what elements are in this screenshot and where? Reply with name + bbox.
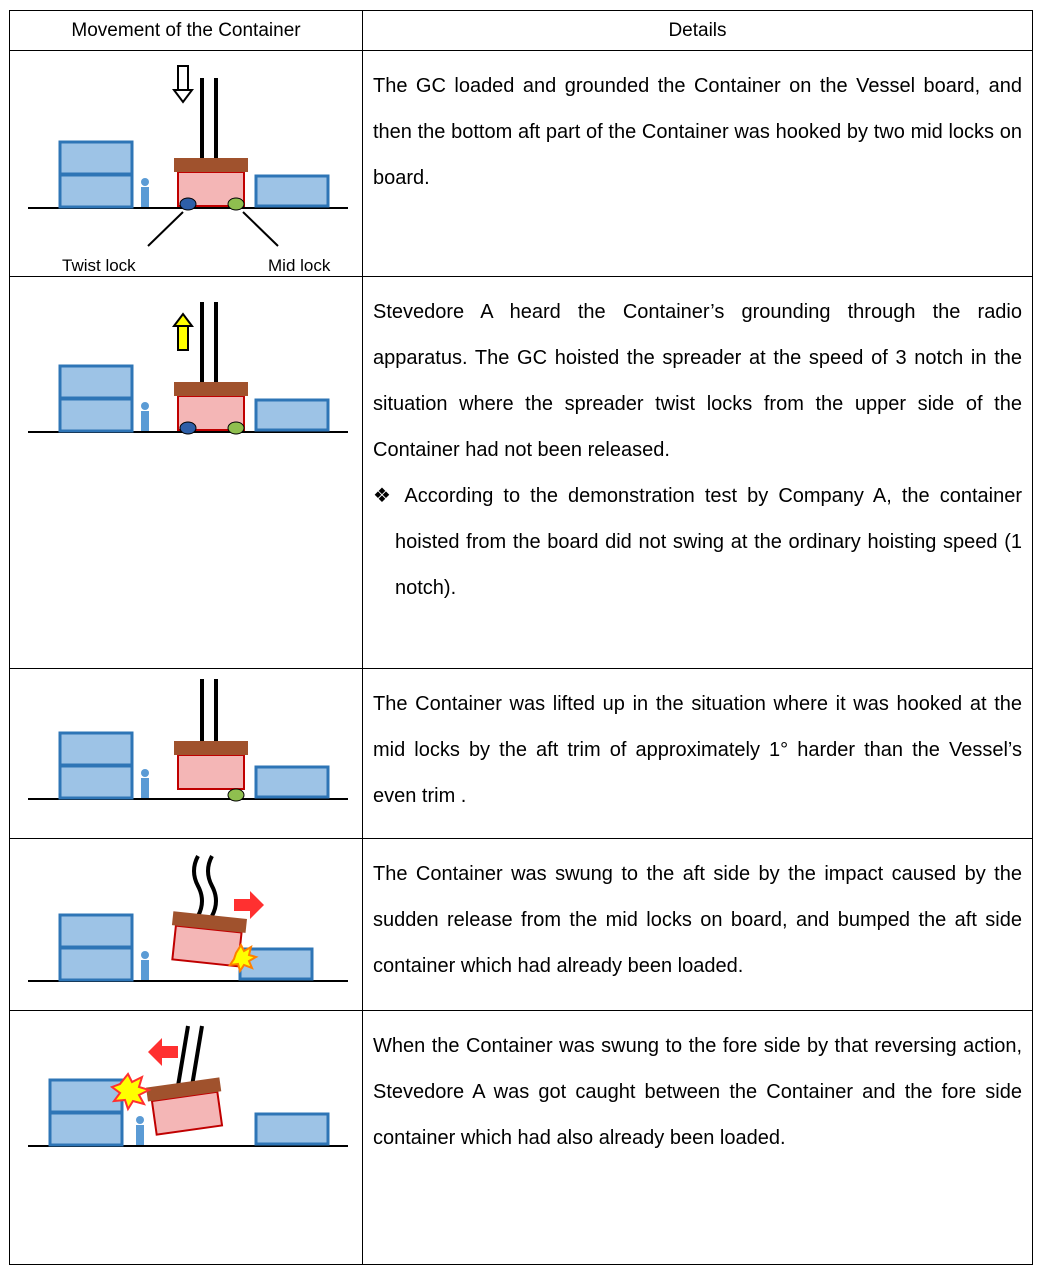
details-text: Stevedore A heard the Container’s ground…	[373, 301, 1022, 461]
header-cell: Movement of the Container	[9, 10, 363, 51]
illustration-cell: Twist lock Mid lock	[9, 50, 363, 277]
illustration	[28, 302, 348, 435]
illustration-cell	[9, 838, 363, 1011]
details-cell: The Container was swung to the aft side …	[362, 838, 1033, 1011]
illustration	[28, 1025, 348, 1147]
details-text: The GC loaded and grounded the Container…	[373, 75, 1022, 189]
row: Stevedore A heard the Container’s ground…	[9, 276, 1033, 669]
details-cell: Stevedore A heard the Container’s ground…	[362, 276, 1033, 669]
illustration	[28, 855, 348, 982]
details-text: The Container was lifted up in the situa…	[373, 693, 1022, 807]
label: Mid lock	[268, 256, 331, 275]
header-row: Movement of the Container Details	[9, 10, 1033, 51]
row: When the Container was swung to the fore…	[9, 1010, 1033, 1265]
details-text: When the Container was swung to the fore…	[373, 1035, 1022, 1149]
note-text: ❖ According to the demonstration test by…	[373, 485, 1022, 599]
illustration	[28, 679, 348, 802]
details-text: The Container was swung to the aft side …	[373, 863, 1022, 977]
label: Twist lock	[62, 256, 136, 275]
details-cell: When the Container was swung to the fore…	[362, 1010, 1033, 1265]
row: The Container was lifted up in the situa…	[9, 668, 1033, 839]
header-cell: Details	[362, 10, 1033, 51]
row: The Container was swung to the aft side …	[9, 838, 1033, 1011]
illustration-cell	[9, 668, 363, 839]
illustration: Twist lock Mid lock	[28, 65, 348, 275]
illustration-cell	[9, 1010, 363, 1265]
details-cell: The GC loaded and grounded the Container…	[362, 50, 1033, 277]
illustration-cell	[9, 276, 363, 669]
table: Movement of the Container Details Twist …	[9, 10, 1033, 1265]
details-cell: The Container was lifted up in the situa…	[362, 668, 1033, 839]
row: Twist lock Mid lock The GC loaded and gr…	[9, 50, 1033, 277]
